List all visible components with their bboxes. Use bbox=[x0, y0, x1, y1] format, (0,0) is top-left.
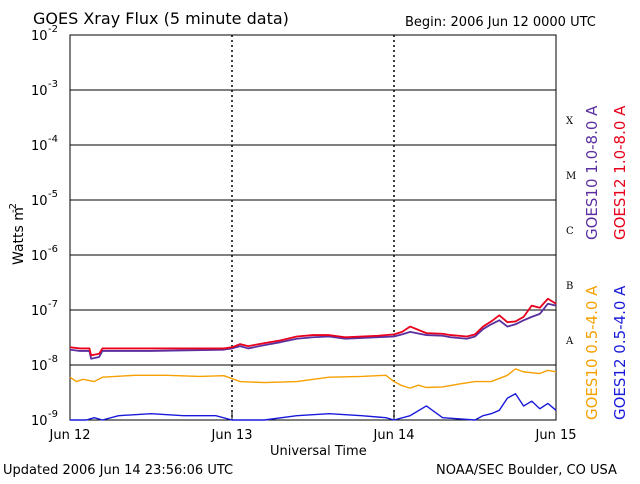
flare-class-label: X bbox=[566, 116, 574, 127]
y-tick-label-base: 10 bbox=[31, 249, 48, 264]
flare-class-labels: X M C B A bbox=[565, 116, 576, 347]
flare-class-label: A bbox=[565, 336, 574, 347]
y-tick-label-base: 10 bbox=[31, 359, 48, 374]
series-line bbox=[69, 368, 557, 389]
y-axis-label-exponent: -2 bbox=[8, 203, 19, 213]
x-axis-ticks: Jun 12 Jun 13 Jun 14 Jun 15 bbox=[49, 412, 577, 443]
y-tick-label-exponent: -7 bbox=[48, 299, 58, 310]
plot-area bbox=[69, 34, 557, 421]
footer-credit: NOAA/SEC Boulder, CO USA bbox=[436, 463, 617, 478]
legend-entry: GOES10 1.0-8.0 A bbox=[583, 105, 601, 240]
series-line bbox=[69, 302, 557, 360]
y-tick-label-base: 10 bbox=[31, 414, 48, 429]
begin-label: Begin: 2006 Jun 12 0000 UTC bbox=[405, 15, 596, 30]
grid-lines bbox=[70, 89, 556, 366]
y-tick-label-exponent: -2 bbox=[48, 24, 58, 35]
y-tick-label-base: 10 bbox=[31, 194, 48, 209]
y-tick-label-base: 10 bbox=[31, 139, 48, 154]
legend: GOES10 1.0-8.0 A GOES12 1.0-8.0 A GOES10 0… bbox=[583, 105, 629, 420]
legend-entry: GOES12 1.0-8.0 A bbox=[611, 105, 629, 240]
y-tick-label-exponent: -3 bbox=[48, 79, 58, 90]
x-axis-label: Universal Time bbox=[270, 444, 367, 459]
x-tick-label: Jun 12 bbox=[49, 428, 91, 443]
y-tick-label-exponent: -4 bbox=[48, 134, 58, 145]
y-tick-label-exponent: -8 bbox=[48, 354, 58, 365]
series-line bbox=[69, 297, 557, 357]
footer-updated: Updated 2006 Jun 14 23:56:06 UTC bbox=[3, 463, 233, 478]
flare-class-label: M bbox=[566, 171, 576, 182]
x-tick-label: Jun 14 bbox=[373, 428, 415, 443]
y-tick-label-base: 10 bbox=[31, 29, 48, 44]
y-tick-label-base: 10 bbox=[31, 304, 48, 319]
y-axis-label: Watts m -2 bbox=[8, 203, 27, 265]
series-line bbox=[70, 393, 557, 421]
y-tick-label-base: 10 bbox=[31, 84, 48, 99]
legend-entry: GOES10 0.5-4.0 A bbox=[583, 285, 601, 420]
x-tick-label: Jun 13 bbox=[211, 428, 253, 443]
x-tick-label: Jun 15 bbox=[535, 428, 577, 443]
y-tick-label-exponent: -6 bbox=[48, 244, 58, 255]
y-axis-ticks: 10-210-310-410-510-610-710-810-9 bbox=[31, 24, 78, 429]
flare-class-label: B bbox=[566, 281, 573, 292]
chart-title: GOES Xray Flux (5 minute data) bbox=[33, 9, 289, 28]
y-tick-label-exponent: -5 bbox=[48, 189, 58, 200]
flare-class-label: C bbox=[566, 226, 574, 237]
y-axis-label-text: Watts m bbox=[11, 207, 27, 265]
day-markers bbox=[231, 35, 395, 420]
legend-entry: GOES12 0.5-4.0 A bbox=[611, 285, 629, 420]
series-group bbox=[69, 297, 557, 421]
y-tick-label-exponent: -9 bbox=[48, 409, 58, 420]
